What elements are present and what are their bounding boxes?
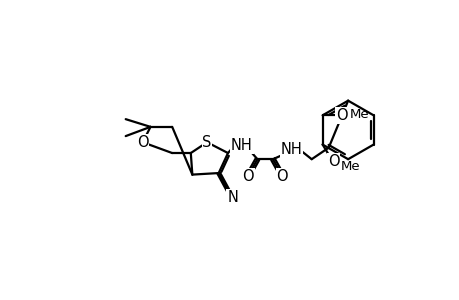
Text: O: O xyxy=(137,135,148,150)
Text: Me: Me xyxy=(349,108,369,121)
Text: O: O xyxy=(336,108,347,123)
Text: O: O xyxy=(242,169,253,184)
Text: S: S xyxy=(202,135,211,150)
Text: O: O xyxy=(327,154,339,169)
Text: N: N xyxy=(227,190,238,205)
Text: O: O xyxy=(276,169,287,184)
Text: NH: NH xyxy=(230,138,252,153)
Text: Me: Me xyxy=(341,160,360,172)
Text: NH: NH xyxy=(280,142,302,158)
